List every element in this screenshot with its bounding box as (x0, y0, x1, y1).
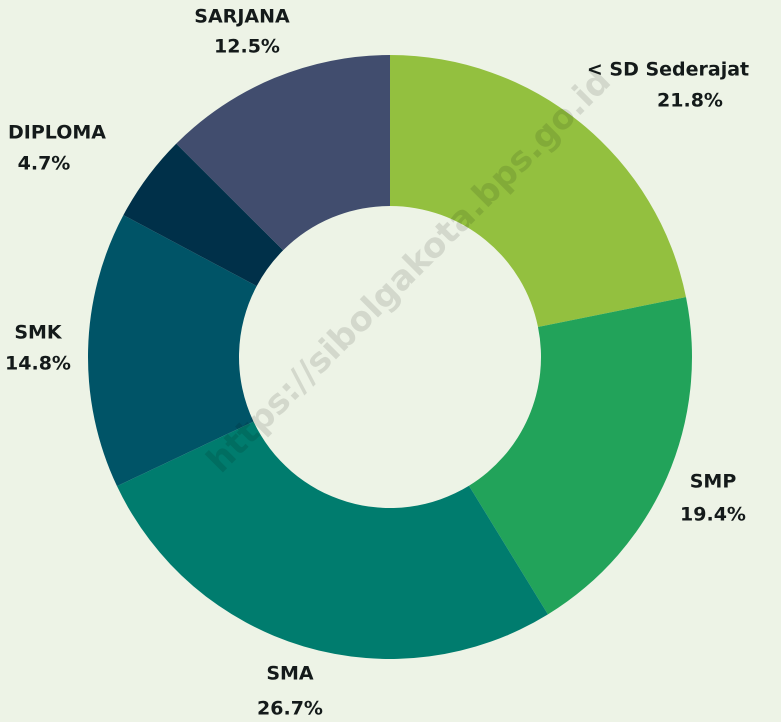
donut-slice (117, 421, 548, 659)
slice-label: DIPLOMA (8, 122, 106, 144)
donut-slice (390, 55, 686, 328)
slice-label: SARJANA (194, 6, 290, 28)
slice-label: SMA (266, 663, 314, 685)
donut-slice (468, 297, 692, 615)
donut-slice (88, 215, 257, 487)
slice-value: 4.7% (18, 153, 71, 175)
slice-value: 26.7% (257, 698, 323, 720)
slice-value: 12.5% (214, 36, 280, 58)
slice-value: 19.4% (680, 504, 746, 526)
slice-label: SMK (14, 322, 63, 344)
donut-slice (123, 143, 284, 287)
slice-value: 21.8% (657, 90, 723, 112)
slice-label: SMP (690, 471, 737, 493)
donut-slice (176, 54, 390, 251)
slice-value: 14.8% (5, 353, 71, 375)
slice-label: < SD Sederajat (587, 59, 749, 81)
